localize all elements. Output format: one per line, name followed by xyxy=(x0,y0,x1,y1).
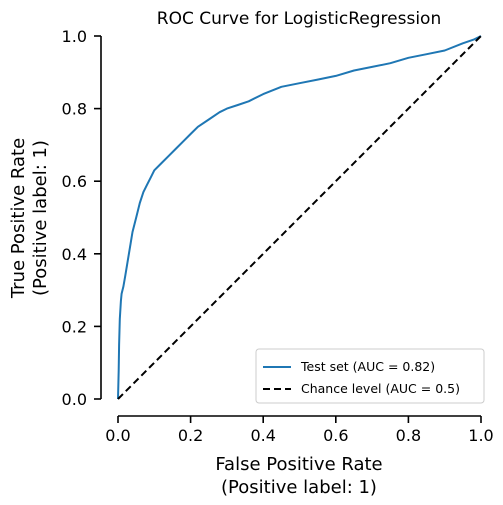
legend: Test set (AUC = 0.82) Chance level (AUC … xyxy=(255,348,485,404)
y-tick-label: 0.6 xyxy=(62,172,87,191)
y-axis-label: True Positive Rate xyxy=(8,138,29,299)
chance-level-line xyxy=(117,35,482,400)
y-tick-label: 0.2 xyxy=(62,317,87,336)
x-tick-label: 0.0 xyxy=(105,426,130,445)
legend-frame xyxy=(255,348,485,404)
roc-curve-line xyxy=(117,35,482,400)
chart-title: ROC Curve for LogisticRegression xyxy=(157,9,441,29)
ticks: 0.0 0.2 0.4 0.6 0.8 1.0 0.0 0.2 0.4 0.6 0.8 1.0 xyxy=(62,27,494,445)
x-tick-label: 0.2 xyxy=(178,426,203,445)
x-tick-label: 0.4 xyxy=(250,426,275,445)
legend-label-chance-level: Chance level (AUC = 0.5) xyxy=(301,381,460,396)
x-tick-label: 1.0 xyxy=(468,426,493,445)
series-group xyxy=(117,35,482,400)
y-axis-label-line2: (Positive label: 1) xyxy=(30,140,51,296)
x-tick-label: 0.8 xyxy=(396,426,421,445)
legend-label-test-set: Test set (AUC = 0.82) xyxy=(300,359,435,374)
y-tick-label: 0.8 xyxy=(62,100,87,119)
x-axis-label-line2: (Positive label: 1) xyxy=(221,477,377,498)
x-tick-label: 0.6 xyxy=(323,426,348,445)
y-tick-label: 0.4 xyxy=(62,245,87,264)
x-axis-label: False Positive Rate xyxy=(215,454,382,475)
y-tick-label: 0.0 xyxy=(62,390,87,409)
axes xyxy=(100,36,481,417)
y-tick-label: 1.0 xyxy=(62,27,87,46)
